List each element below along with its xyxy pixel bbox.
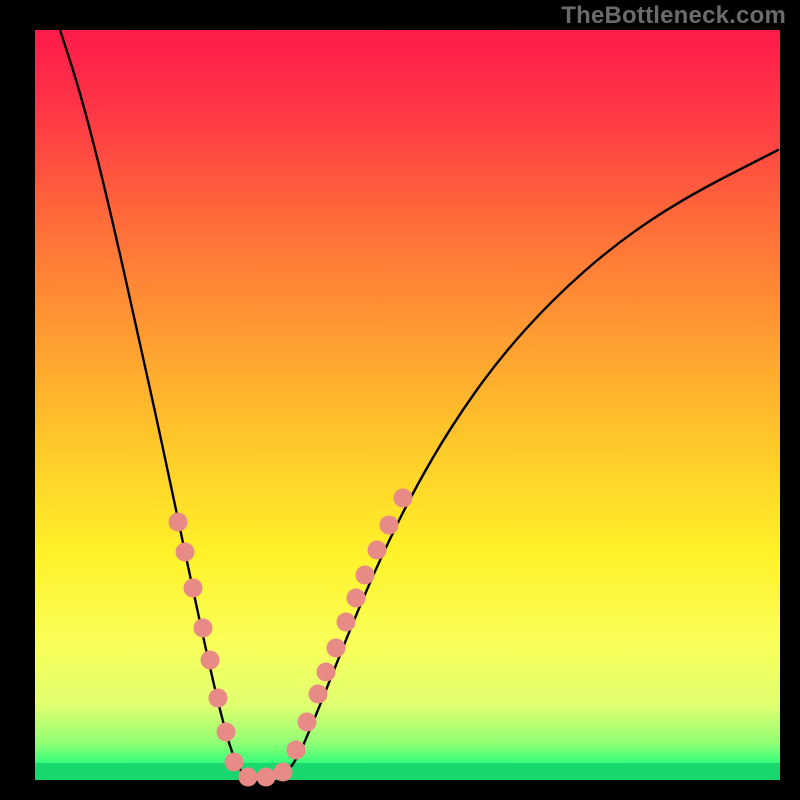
data-dot — [239, 768, 258, 787]
data-dot — [194, 619, 213, 638]
data-dot — [356, 566, 375, 585]
data-dot — [225, 753, 244, 772]
data-dot — [380, 516, 399, 535]
data-dot — [287, 741, 306, 760]
data-dot — [309, 685, 328, 704]
data-dot — [327, 639, 346, 658]
data-dot — [257, 768, 276, 787]
data-dot — [176, 543, 195, 562]
data-dot — [368, 541, 387, 560]
data-dot — [209, 689, 228, 708]
data-dot — [184, 579, 203, 598]
data-dot — [337, 613, 356, 632]
data-dot — [201, 651, 220, 670]
data-dot — [298, 713, 317, 732]
watermark-text: TheBottleneck.com — [561, 2, 786, 30]
data-dot — [169, 513, 188, 532]
data-dot — [274, 763, 293, 782]
data-dot — [394, 489, 413, 508]
data-dot — [347, 589, 366, 608]
green-band — [35, 763, 780, 780]
chart-container: TheBottleneck.com — [0, 0, 800, 800]
data-dot — [317, 663, 336, 682]
chart-svg — [0, 0, 800, 800]
data-dot — [217, 723, 236, 742]
gradient-background — [35, 30, 780, 780]
